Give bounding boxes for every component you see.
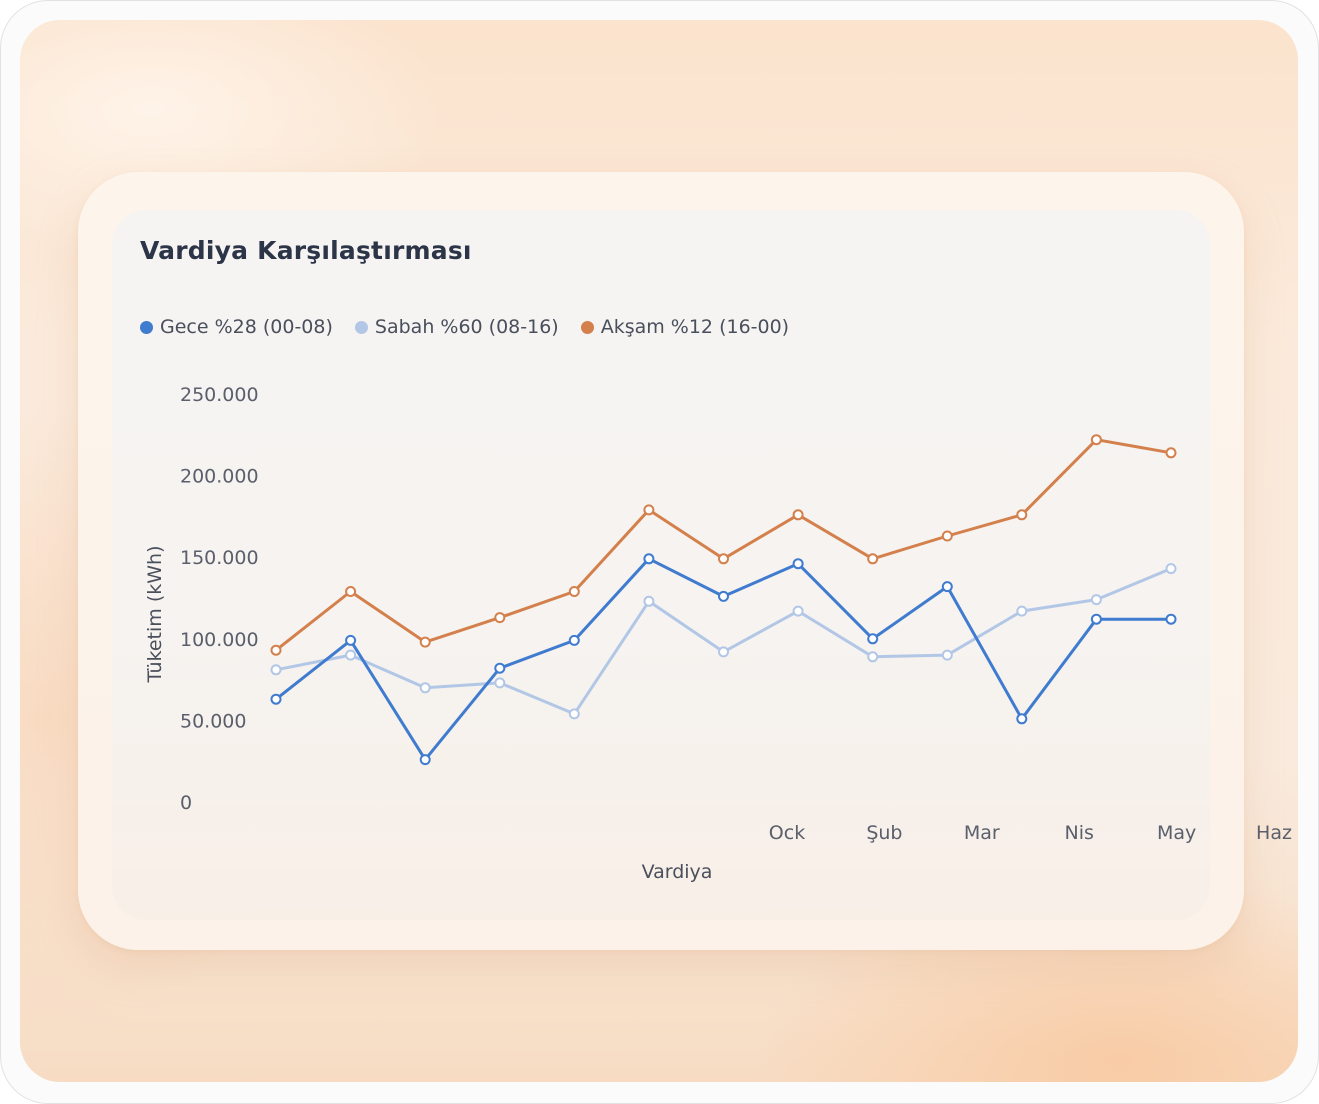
- data-point[interactable]: [1090, 613, 1102, 625]
- legend-label-sabah: Sabah %60 (08-16): [374, 316, 559, 338]
- x-axis-label: Vardiya: [641, 861, 713, 883]
- legend-marker-gece: [140, 320, 153, 334]
- series-aksam: [270, 434, 1177, 656]
- y-tick-label: 200.000: [180, 466, 259, 488]
- data-point[interactable]: [1090, 434, 1102, 446]
- data-point[interactable]: [1165, 447, 1177, 459]
- y-tick-label: 250.000: [180, 384, 259, 406]
- data-point[interactable]: [568, 708, 580, 720]
- data-point[interactable]: [270, 664, 282, 676]
- data-point[interactable]: [941, 581, 953, 593]
- data-point[interactable]: [270, 693, 282, 705]
- data-point[interactable]: [718, 646, 729, 658]
- data-point[interactable]: [643, 595, 655, 607]
- x-tick-label: Ock: [769, 822, 805, 844]
- data-point[interactable]: [419, 636, 431, 648]
- x-tick-label: Mar: [964, 822, 1000, 844]
- data-point[interactable]: [345, 649, 357, 661]
- data-point[interactable]: [270, 644, 282, 656]
- data-point[interactable]: [643, 553, 655, 565]
- data-point[interactable]: [419, 682, 431, 694]
- series-line: [275, 438, 1172, 652]
- data-point[interactable]: [941, 649, 953, 661]
- data-point[interactable]: [1090, 594, 1102, 606]
- x-tick-label: Haz: [1256, 822, 1292, 844]
- data-point[interactable]: [1016, 605, 1028, 617]
- x-tick-label: May: [1157, 822, 1196, 844]
- data-point[interactable]: [1016, 509, 1028, 521]
- y-axis-ticks: 250.000 200.000 150.000 100.000 50.000 0: [180, 384, 259, 814]
- data-point[interactable]: [1016, 713, 1028, 725]
- data-point[interactable]: [867, 553, 879, 565]
- x-axis-ticks: Ock Şub Mar Nis May Haz: [769, 822, 1292, 844]
- data-point[interactable]: [419, 754, 431, 766]
- legend-item-gece[interactable]: Gece %28 (00-08): [140, 316, 333, 338]
- data-point[interactable]: [941, 530, 953, 542]
- data-point[interactable]: [345, 586, 357, 597]
- data-point[interactable]: [792, 605, 804, 617]
- legend-item-sabah[interactable]: Sabah %60 (08-16): [354, 316, 559, 338]
- data-point[interactable]: [494, 662, 506, 674]
- series-sabah: [270, 563, 1177, 720]
- data-point[interactable]: [345, 634, 357, 646]
- data-point[interactable]: [792, 509, 804, 521]
- chart-title: Vardiya Karşılaştırması: [140, 236, 472, 265]
- y-tick-label: 50.000: [180, 710, 246, 732]
- legend-marker-aksam: [580, 320, 594, 334]
- y-tick-label: 0: [180, 792, 192, 814]
- data-point[interactable]: [792, 558, 804, 570]
- series-gece: [270, 553, 1177, 766]
- data-point[interactable]: [718, 553, 729, 565]
- legend-marker-sabah: [354, 320, 368, 334]
- data-point[interactable]: [643, 504, 655, 516]
- series-lines: [270, 434, 1177, 766]
- chart-legend: Gece %28 (00-08) Sabah %60 (08-16) Akşam…: [140, 314, 789, 340]
- x-tick-label: Nis: [1065, 822, 1094, 844]
- legend-label-aksam: Akşam %12 (16-00): [600, 316, 790, 338]
- data-point[interactable]: [568, 634, 580, 646]
- data-point[interactable]: [494, 612, 506, 624]
- series-line: [275, 557, 1171, 762]
- data-point[interactable]: [568, 586, 580, 597]
- legend-item-aksam[interactable]: Akşam %12 (16-00): [580, 316, 790, 338]
- data-point[interactable]: [867, 651, 879, 663]
- data-point[interactable]: [1165, 613, 1177, 625]
- legend-label-gece: Gece %28 (00-08): [160, 316, 333, 338]
- y-tick-label: 150.000: [180, 547, 259, 569]
- data-point[interactable]: [718, 590, 729, 602]
- series-line: [275, 567, 1172, 716]
- data-point[interactable]: [867, 633, 879, 645]
- x-tick-label: Şub: [866, 822, 902, 844]
- data-point[interactable]: [494, 677, 506, 689]
- data-point[interactable]: [1165, 563, 1177, 575]
- y-tick-label: 100.000: [180, 629, 259, 651]
